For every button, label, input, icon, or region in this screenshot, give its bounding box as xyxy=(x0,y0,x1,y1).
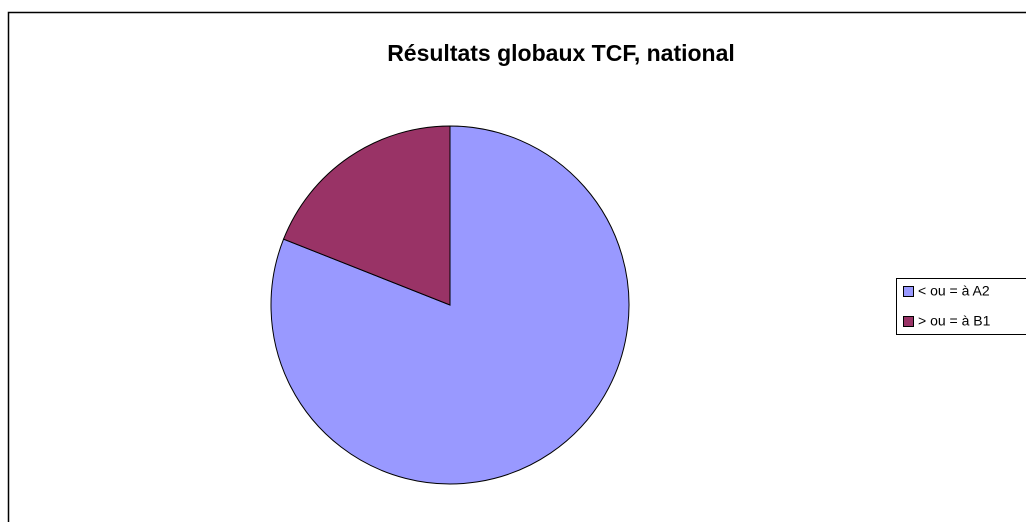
legend-box xyxy=(896,278,1026,335)
legend-swatch xyxy=(903,286,914,297)
legend-label: < ou = à A2 xyxy=(918,283,990,299)
pie-slice xyxy=(270,125,630,485)
legend-label: > ou = à B1 xyxy=(918,313,991,329)
chart-title: Résultats globaux TCF, national xyxy=(387,40,735,66)
pie-slice xyxy=(282,125,451,306)
legend-swatch xyxy=(903,316,914,327)
